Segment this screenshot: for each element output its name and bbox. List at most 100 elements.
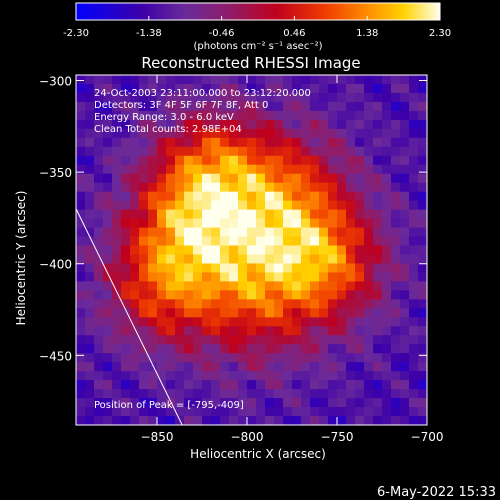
heatmap-cell: [319, 290, 329, 300]
heatmap-cell: [301, 263, 311, 274]
heatmap-cell: [373, 389, 383, 399]
heatmap-cell: [400, 407, 410, 417]
heatmap-cell: [256, 317, 266, 327]
heatmap-cell: [103, 227, 113, 238]
heatmap-cell: [265, 263, 275, 274]
heatmap-cell: [85, 299, 95, 309]
heatmap-cell: [130, 389, 140, 399]
heatmap-cell: [409, 92, 419, 103]
heatmap-cell: [310, 191, 320, 202]
heatmap-cell: [337, 299, 347, 309]
heatmap-cell: [76, 371, 86, 381]
heatmap-cell: [211, 75, 221, 85]
heatmap-cell: [202, 407, 212, 417]
heatmap-cell: [220, 335, 230, 345]
heatmap-cell: [310, 407, 320, 417]
heatmap-cell: [175, 200, 185, 211]
heatmap-cell: [283, 173, 293, 184]
heatmap-cell: [229, 281, 239, 291]
heatmap-cell: [409, 182, 419, 193]
heatmap-cell: [265, 137, 275, 148]
heatmap-cell: [193, 371, 203, 381]
heatmap-cell: [400, 75, 410, 85]
heatmap-cell: [211, 218, 221, 229]
heatmap-cell: [121, 362, 131, 372]
heatmap-cell: [265, 398, 275, 408]
heatmap-cell: [274, 371, 284, 381]
heatmap-cell: [337, 245, 347, 256]
heatmap-cell: [409, 371, 419, 381]
heatmap-cell: [202, 191, 212, 202]
heatmap-cell: [103, 353, 113, 363]
heatmap-cell: [229, 362, 239, 372]
heatmap-cell: [418, 164, 427, 175]
heatmap-cell: [211, 281, 221, 291]
heatmap-cell: [310, 146, 320, 157]
heatmap-cell: [409, 164, 419, 175]
heatmap-cell: [400, 128, 410, 139]
heatmap-cell: [94, 75, 104, 85]
heatmap-cell: [76, 353, 86, 363]
heatmap-cell: [76, 344, 86, 354]
heatmap-cell: [292, 344, 302, 354]
heatmap-cell: [373, 398, 383, 408]
heatmap-cell: [319, 335, 329, 345]
heatmap-cell: [247, 380, 257, 390]
heatmap-cell: [85, 236, 95, 247]
heatmap-cell: [382, 182, 392, 193]
heatmap-cell: [355, 290, 365, 300]
heatmap-cell: [85, 398, 95, 408]
heatmap-cell: [382, 299, 392, 309]
heatmap-cell: [382, 362, 392, 372]
heatmap-cell: [319, 200, 329, 211]
heatmap-cell: [184, 416, 194, 425]
heatmap-cell: [346, 326, 356, 336]
heatmap-cell: [238, 75, 248, 85]
heatmap-cell: [238, 119, 248, 130]
heatmap-cell: [184, 101, 194, 112]
heatmap-cell: [103, 236, 113, 247]
heatmap-cell: [409, 191, 419, 202]
heatmap-cell: [274, 308, 284, 318]
heatmap-cell: [382, 128, 392, 139]
heatmap-cell: [121, 155, 131, 166]
heatmap-cell: [103, 263, 113, 274]
heatmap-cell: [157, 380, 167, 390]
heatmap-cell: [175, 146, 185, 157]
heatmap-cell: [103, 173, 113, 184]
heatmap-cell: [364, 182, 374, 193]
heatmap-cell: [391, 416, 401, 425]
heatmap-cell: [364, 173, 374, 184]
heatmap-cell: [157, 398, 167, 408]
heatmap-cell: [355, 119, 365, 130]
heatmap-cell: [418, 263, 427, 274]
heatmap-cell: [112, 146, 122, 157]
heatmap-cell: [202, 236, 212, 247]
heatmap-cell: [319, 416, 329, 425]
heatmap-cell: [274, 245, 284, 256]
heatmap-cell: [166, 407, 176, 417]
heatmap-cell: [328, 326, 338, 336]
heatmap-cell: [256, 344, 266, 354]
heatmap-cell: [148, 83, 158, 94]
heatmap-cell: [94, 308, 104, 318]
heatmap-cell: [211, 137, 221, 148]
heatmap-cell: [184, 155, 194, 166]
heatmap-cell: [418, 119, 427, 130]
heatmap-cell: [238, 407, 248, 417]
heatmap-cell: [112, 254, 122, 265]
heatmap-cell: [418, 272, 427, 283]
heatmap-cell: [193, 416, 203, 425]
heatmap-cell: [166, 146, 176, 157]
heatmap-cell: [103, 155, 113, 166]
heatmap-cell: [184, 299, 194, 309]
heatmap-cell: [301, 344, 311, 354]
heatmap-cell: [139, 155, 149, 166]
heatmap-cell: [274, 407, 284, 417]
heatmap-cell: [301, 209, 311, 220]
heatmap-cell: [148, 416, 158, 425]
heatmap-cell: [337, 218, 347, 229]
heatmap-cell: [391, 191, 401, 202]
heatmap-cell: [364, 317, 374, 327]
heatmap-cell: [328, 227, 338, 238]
